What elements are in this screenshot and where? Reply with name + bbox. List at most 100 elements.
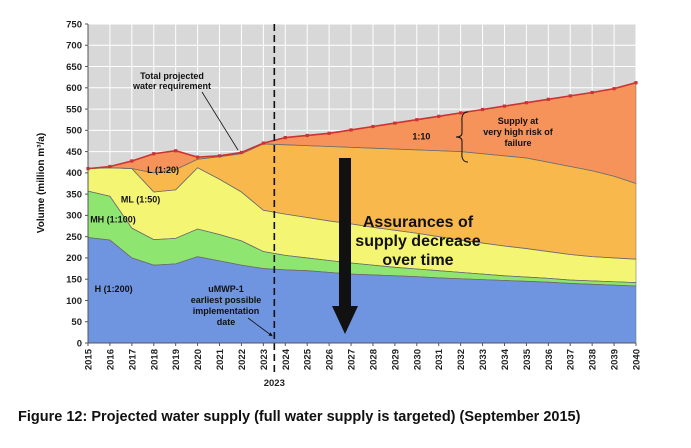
annotation-umwp: date	[217, 317, 236, 327]
series-label-0: H (1:200)	[95, 284, 133, 294]
x-tick-label: 2040	[632, 349, 643, 370]
x-tick-label: 2033	[478, 349, 489, 370]
y-tick-label: 650	[66, 62, 82, 73]
annotations: H (1:200) MH (1:100) ML (1:50) L (1:20) 1:10…	[90, 71, 554, 337]
requirement-point	[305, 133, 309, 138]
requirement-line	[87, 81, 637, 170]
requirement-line-layer	[86, 24, 638, 373]
series-label-4: 1:10	[412, 132, 430, 142]
y-tick-label: 100	[66, 296, 82, 307]
series-label-2: ML (1:50)	[121, 195, 160, 205]
y-tick-label: 350	[66, 189, 82, 200]
assurance-arrow-shaft	[339, 158, 351, 308]
x-tick-label: 2025	[303, 348, 314, 370]
x-tick-label: 2023	[259, 349, 270, 370]
requirement-point	[217, 154, 222, 158]
x-tick-label: 2028	[368, 349, 379, 370]
x-tick-label: 2016	[105, 349, 116, 370]
requirement-point	[371, 124, 375, 129]
requirement-point	[283, 135, 287, 140]
requirement-point	[546, 97, 550, 101]
x-tick-label: 2036	[544, 349, 555, 370]
y-tick-label: 600	[66, 83, 82, 94]
requirement-point	[524, 101, 528, 105]
y-tick-label: 750	[66, 19, 82, 30]
y-axis-label: Volume (million m³/a)	[36, 133, 47, 233]
marker-year-label: 2023	[264, 378, 285, 389]
series-label-3: L (1:20)	[147, 165, 179, 175]
annotation-umwp: implementation	[193, 306, 260, 316]
y-tick-label: 450	[66, 147, 82, 158]
y-tick-label: 500	[66, 126, 82, 137]
annotation-umwp: earliest possible	[191, 295, 262, 305]
requirement-point	[437, 114, 441, 118]
requirement-point	[393, 121, 397, 125]
x-tick-label: 2019	[171, 349, 182, 370]
y-tick-label: 550	[66, 104, 82, 115]
y-tick-label: 150	[66, 275, 82, 286]
x-tick-label: 2037	[566, 349, 577, 370]
y-tick-label: 700	[66, 41, 82, 52]
requirement-point	[590, 90, 594, 95]
x-tick-label: 2027	[347, 349, 358, 370]
annotation-very-high-risk: failure	[504, 138, 531, 148]
requirement-point	[152, 152, 156, 156]
x-tick-label: 2031	[434, 348, 445, 370]
requirement-point	[612, 87, 616, 91]
y-tick-label: 250	[66, 232, 82, 243]
annotation-umwp: uMWP-1	[208, 284, 244, 294]
assurance-arrow-head	[332, 306, 358, 334]
annotation-total-requirement-leader	[201, 91, 239, 151]
requirement-point	[108, 164, 112, 169]
x-tick-label: 2026	[325, 349, 336, 370]
x-tick-label: 2029	[390, 349, 401, 370]
requirement-point	[459, 111, 463, 115]
x-tick-label: 2021	[215, 348, 226, 370]
x-tick-label: 2030	[412, 349, 423, 370]
requirement-point	[568, 94, 572, 98]
series-label-1: MH (1:100)	[90, 215, 136, 225]
x-tick-label: 2035	[522, 348, 533, 370]
y-tick-label: 300	[66, 211, 82, 222]
x-tick-label: 2017	[127, 349, 138, 370]
x-tick-label: 2020	[193, 349, 204, 370]
requirement-point	[634, 81, 638, 85]
series-boundary	[87, 190, 637, 283]
area-series	[87, 82, 637, 344]
x-tick-label: 2024	[281, 348, 292, 370]
annotation-assurance: over time	[382, 252, 453, 269]
y-tick-label: 0	[77, 338, 82, 349]
x-tick-label: 2018	[149, 349, 160, 370]
y-tick-label: 200	[66, 253, 82, 264]
annotation-assurance: supply decrease	[355, 233, 481, 250]
y-tick-label: 400	[66, 168, 82, 179]
requirement-point	[349, 128, 353, 132]
chart-area: 0 50 100 150 200 250 300 350 400 450 500 550 600 650 7…	[36, 19, 643, 389]
requirement-point	[502, 104, 507, 108]
x-tick-label: 2038	[588, 349, 599, 370]
x-tick-label: 2032	[456, 349, 467, 370]
requirement-point	[239, 150, 244, 155]
requirement-point	[261, 141, 265, 145]
x-tick-label: 2022	[237, 349, 248, 370]
annotation-assurance: Assurances of	[363, 214, 474, 231]
series-boundary	[87, 167, 637, 260]
requirement-point	[196, 155, 200, 159]
series-boundary	[87, 237, 637, 287]
series-boundary	[87, 143, 637, 184]
water-supply-chart: 0 50 100 150 200 250 300 350 400 450 500 550 600 650 7…	[36, 19, 643, 389]
requirement-point	[130, 159, 134, 163]
requirement-point	[415, 118, 419, 122]
figure-caption: Figure 12: Projected water supply (full …	[18, 409, 581, 425]
x-tick-label: 2034	[500, 348, 511, 370]
axes: 0 50 100 150 200 250 300 350 400 450 500 550 600 650 7…	[36, 19, 643, 389]
x-tick-label: 2015	[84, 348, 95, 370]
x-tick-label: 2039	[610, 349, 621, 370]
annotation-brace	[455, 111, 469, 163]
annotation-very-high-risk: very high risk of	[483, 127, 554, 137]
requirement-point	[174, 149, 178, 153]
requirement-point	[480, 107, 485, 112]
requirement-point	[327, 131, 331, 135]
annotation-very-high-risk: Supply at	[498, 116, 539, 126]
annotation-total-requirement: Total projected	[140, 71, 204, 81]
